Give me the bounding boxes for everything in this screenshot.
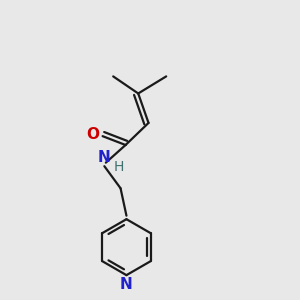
Text: N: N xyxy=(120,277,133,292)
Text: N: N xyxy=(98,150,110,165)
Text: O: O xyxy=(87,128,100,142)
Text: H: H xyxy=(114,160,124,174)
